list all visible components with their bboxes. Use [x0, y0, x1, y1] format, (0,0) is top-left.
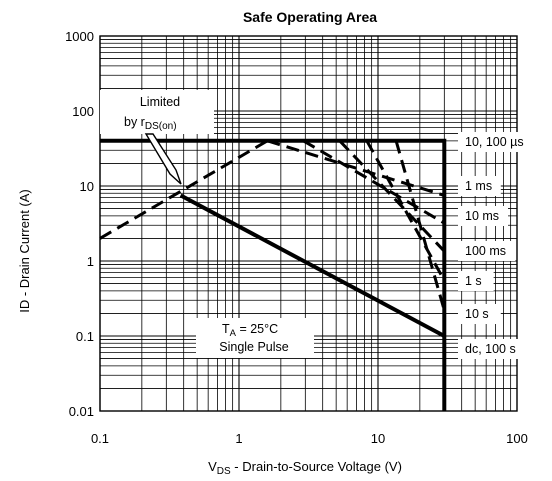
- conditions-annotation-line2: Single Pulse: [219, 340, 289, 354]
- conditions-t-rest: = 25°C: [236, 322, 278, 336]
- series-label: 10 s: [465, 307, 489, 321]
- x-tick-label: 1: [235, 431, 242, 446]
- series-label-bg: [458, 241, 516, 261]
- conditions-annotation-box: [196, 318, 314, 358]
- limited-annotation-sub: DS(on): [145, 121, 177, 132]
- series-label: dc, 100 s: [465, 342, 516, 356]
- series-label: 10 ms: [465, 209, 499, 223]
- conditions-t-sub: A: [230, 328, 237, 339]
- series-label-bg: [458, 339, 537, 359]
- chart-title: Safe Operating Area: [243, 9, 377, 25]
- series-label: 1 ms: [465, 179, 492, 193]
- series-label-bg: [458, 206, 508, 226]
- series-layer: [99, 138, 447, 411]
- x-axis-label-rest: - Drain-to-Source Voltage (V): [231, 459, 402, 474]
- x-tick-label: 0.1: [91, 431, 109, 446]
- limited-annotation-box: [100, 90, 214, 134]
- series-label: 1 s: [465, 274, 482, 288]
- y-tick-label: 100: [72, 104, 94, 119]
- x-axis-label-main: V: [208, 459, 217, 474]
- x-axis-label-sub: DS: [217, 466, 231, 477]
- series-line-1: [99, 139, 269, 240]
- x-tick-label: 100: [506, 431, 528, 446]
- series-line-7: [179, 193, 446, 338]
- conditions-annotation-line1: TA = 25°C: [222, 322, 278, 339]
- series-label-bg: [458, 176, 501, 196]
- series-line-3: [302, 139, 446, 225]
- series-labels: 10, 100 µs 1 ms 10 ms 100 ms 1 s 10 s dc, 100 …: [458, 132, 544, 359]
- limited-annotation-main: by r: [124, 115, 145, 129]
- limited-pointer-arrow: [144, 133, 182, 185]
- x-axis-label: VDS - Drain-to-Source Voltage (V): [208, 459, 402, 477]
- y-tick-label: 1000: [65, 29, 94, 44]
- series-line-5: [365, 140, 446, 282]
- series-line-6: [394, 140, 446, 311]
- series-label: 10, 100 µs: [465, 135, 524, 149]
- limited-annotation-line2: by rDS(on): [124, 115, 177, 132]
- y-tick-label: 1: [87, 254, 94, 269]
- y-tick-label: 10: [80, 179, 94, 194]
- y-tick-label: 0.1: [76, 329, 94, 344]
- y-axis-label: ID - Drain Current (A): [17, 189, 32, 313]
- conditions-annotation: TA = 25°C Single Pulse: [196, 318, 314, 358]
- series-line-4: [338, 139, 446, 253]
- y-tick-label: 0.01: [69, 404, 94, 419]
- series-line-0: [100, 138, 447, 411]
- tick-labels: 0.1 1 10 100 1000 100 10 1 0.1 0.01: [65, 29, 528, 446]
- series-line-2: [266, 139, 445, 197]
- conditions-t: T: [222, 322, 230, 336]
- series-label-bg: [458, 132, 544, 152]
- plot-frame: [99, 35, 518, 412]
- x-tick-label: 10: [371, 431, 385, 446]
- limited-annotation: Limited by rDS(on): [100, 90, 214, 185]
- limited-annotation-line1: Limited: [140, 95, 180, 109]
- series-label-bg: [458, 304, 501, 324]
- series-label-bg: [458, 271, 494, 291]
- series-label: 100 ms: [465, 244, 506, 258]
